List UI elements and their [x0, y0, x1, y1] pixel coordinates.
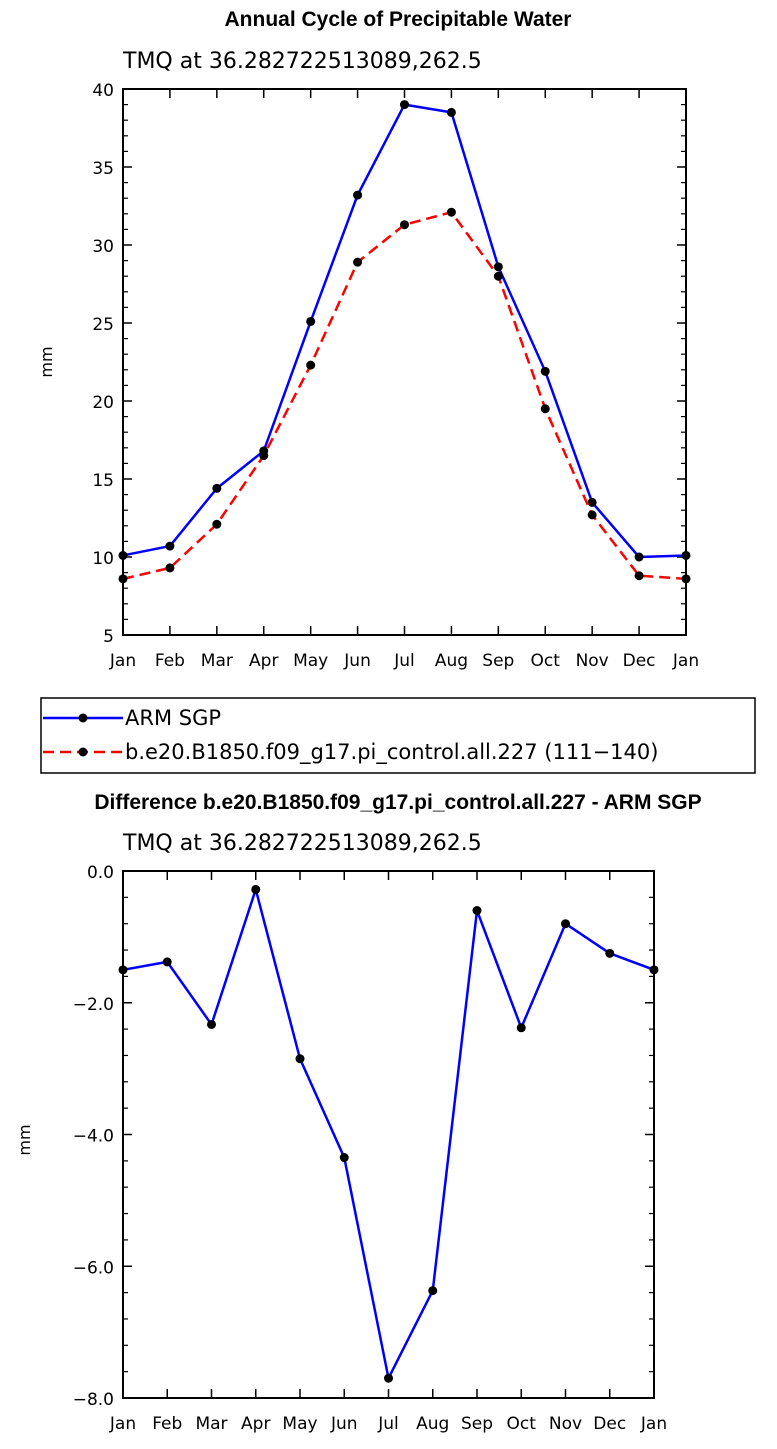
chart2-series-0-point — [516, 1023, 526, 1033]
chart2-xtick-label: Mar — [195, 1414, 227, 1434]
chart2-xtick-label: Oct — [507, 1414, 537, 1434]
chart1-ylabel: mm — [37, 346, 56, 377]
chart1-ytick-label: 40 — [92, 81, 114, 101]
chart1-title: Annual Cycle of Precipitable Water — [225, 8, 572, 31]
chart1-series-1-point — [587, 510, 597, 520]
chart2-xtick-label: Apr — [241, 1414, 270, 1434]
chart1-frame — [122, 88, 687, 636]
chart2-subtitle: TMQ at 36.282722513089,262.5 — [122, 831, 482, 856]
chart1-xtick-label: Sep — [482, 651, 514, 671]
chart1-xtick-label: Nov — [576, 651, 609, 671]
chart1-series-0-point — [165, 541, 175, 551]
chart1-xtick-label: Aug — [435, 651, 468, 671]
chart2-series-0-point — [561, 919, 570, 929]
chart2-xtick-label: Sep — [461, 1414, 493, 1434]
chart1-series-0-point — [353, 190, 363, 200]
chart2-ytick-label: 0.0 — [87, 863, 114, 883]
chart1-xtick-label: Feb — [155, 651, 185, 671]
chart2-xtick-label: Dec — [593, 1414, 626, 1434]
legend-marker-obs — [78, 713, 88, 723]
chart2-ytick-label: −8.0 — [73, 1390, 114, 1410]
chart1-ytick-label: 5 — [103, 627, 114, 647]
chart1-series-0-point — [540, 366, 550, 376]
chart1-series-1-point — [118, 574, 128, 584]
chart1-series-1-line — [122, 210, 687, 581]
legend: ARM SGP b.e20.B1850.f09_g17.pi_control.a… — [40, 697, 756, 774]
chart2-series-0-point — [295, 1054, 305, 1064]
chart2-series-0-point — [339, 1153, 349, 1163]
chart2-series-0-point — [207, 1019, 216, 1029]
chart2-series-0-point — [649, 965, 659, 975]
chart1-xtick-label: Jan — [109, 651, 136, 671]
chart2-xtick-label: May — [282, 1414, 317, 1434]
chart1-series-0-point — [493, 262, 503, 272]
chart1-subtitle: TMQ at 36.282722513089,262.5 — [122, 49, 482, 74]
chart2-xtick-label: Jan — [109, 1414, 136, 1434]
chart2-series-0-point — [118, 965, 128, 975]
chart2-series-0-point — [251, 884, 261, 894]
chart1-xtick-label: Jun — [343, 651, 371, 671]
chart1-series-1-point — [165, 563, 175, 573]
chart2-xtick-label: Aug — [416, 1414, 449, 1434]
chart1-ytick-label: 10 — [92, 549, 114, 569]
chart1-series-0-point — [446, 107, 456, 117]
chart1-series-0-point — [306, 316, 316, 326]
chart1-series-1-point — [212, 519, 222, 529]
legend-box — [40, 697, 756, 774]
chart1-ytick-label: 20 — [92, 393, 114, 413]
chart1-ytick-label: 30 — [92, 237, 114, 257]
chart1-ytick-label: 35 — [92, 159, 114, 179]
chart1-series-0-point — [118, 550, 128, 560]
chart2-series-0-point — [605, 948, 615, 958]
chart1-xtick-label: Jul — [393, 651, 415, 671]
chart1-series-0-point — [681, 550, 691, 560]
chart1-xtick-label: Dec — [623, 651, 656, 671]
chart2-series-0-point — [472, 906, 482, 916]
legend-marker-model — [78, 747, 88, 757]
chart1-xtick-label: May — [293, 651, 328, 671]
chart1-series-0-point — [212, 483, 222, 493]
chart1-series-1-point — [446, 207, 456, 217]
chart2-series-0-point — [384, 1373, 393, 1383]
chart1-plot-area: Jan Feb Mar Apr May Jun Jul Aug Sep Oct Nov Dec Jan 5… — [92, 81, 699, 671]
chart2-ytick-label: −6.0 — [73, 1258, 114, 1278]
chart2-series-0-point — [428, 1286, 438, 1296]
chart1-ytick-label: 15 — [92, 471, 114, 491]
chart1-series-0-point — [587, 497, 597, 507]
chart1-series-1-point — [353, 257, 363, 267]
chart1-series-1-point — [540, 404, 550, 414]
chart1-series-1-point — [306, 360, 316, 370]
chart1-series-1-point — [259, 451, 269, 461]
chart2-xtick-label: Feb — [152, 1414, 182, 1434]
chart2-ytick-label: −2.0 — [73, 995, 114, 1015]
chart2-xtick-label: Jan — [640, 1414, 667, 1434]
chart1-series-1-point — [681, 574, 691, 584]
chart2-series-0-line — [122, 888, 655, 1380]
legend-label-obs: ARM SGP — [125, 706, 221, 730]
chart1-ytick-label: 25 — [92, 315, 114, 335]
chart1-xtick-label: Mar — [201, 651, 233, 671]
chart2-ytick-label: −4.0 — [73, 1127, 114, 1147]
chart1-series-1-point — [493, 271, 503, 281]
chart1-series-0-point — [400, 100, 409, 110]
chart1-series-1-point — [634, 571, 644, 581]
chart2-series-0-point — [162, 957, 172, 967]
chart2-frame — [122, 870, 655, 1399]
chart1-series-1-point — [400, 220, 409, 230]
chart2-xtick-label: Nov — [549, 1414, 582, 1434]
legend-label-model: b.e20.B1850.f09_g17.pi_control.all.227 (… — [125, 740, 658, 765]
chart2-ylabel: mm — [15, 1124, 34, 1155]
chart1-series-0-line — [122, 103, 687, 559]
chart1-xtick-label: Apr — [249, 651, 278, 671]
chart2-xtick-label: Jun — [330, 1414, 358, 1434]
chart2-title: Difference b.e20.B1850.f09_g17.pi_contro… — [94, 791, 701, 814]
chart2-xtick-label: Jul — [377, 1414, 399, 1434]
chart1-xtick-label: Oct — [531, 651, 561, 671]
chart2-plot-area: Jan Feb Mar Apr May Jun Jul Aug Sep Oct Nov Dec Jan −… — [73, 863, 667, 1434]
chart1-xtick-label: Jan — [672, 651, 699, 671]
chart1-series-0-point — [634, 552, 644, 562]
